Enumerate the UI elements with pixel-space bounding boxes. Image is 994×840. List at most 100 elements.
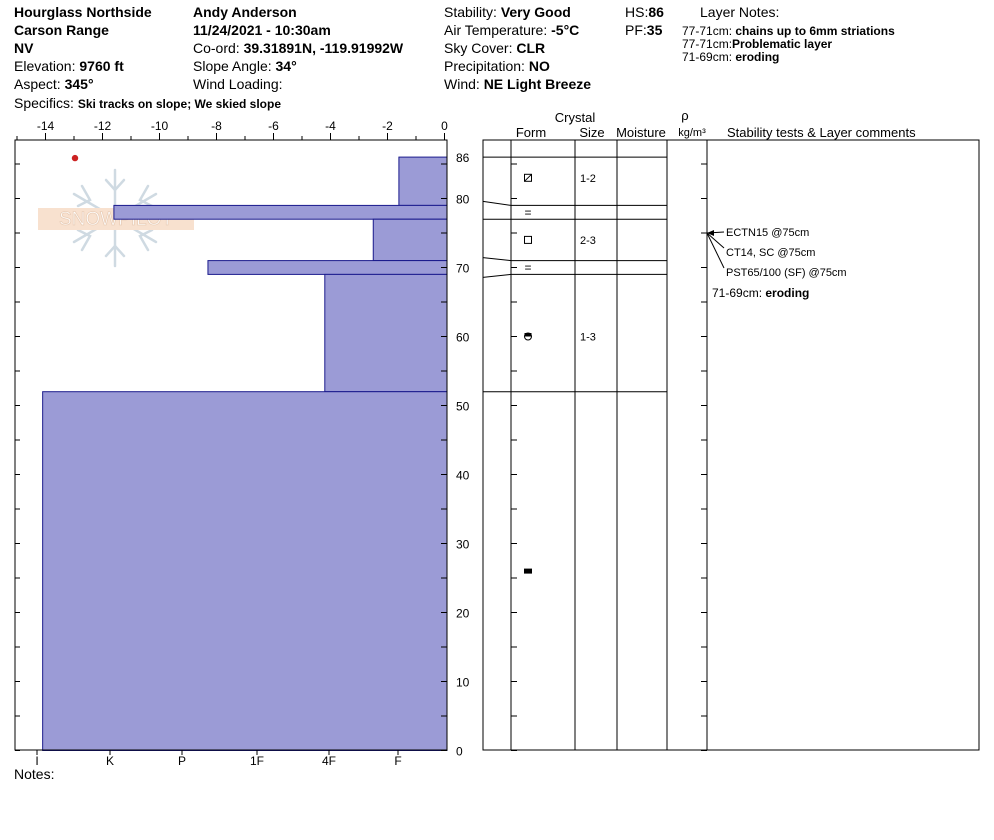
crystal-form-symbol: = [524, 261, 531, 275]
depth-tick-label: 20 [456, 607, 470, 621]
specifics-label: Specifics: [14, 95, 74, 111]
crystal-size-label: 2-3 [580, 235, 596, 247]
elevation-value: 9760 ft [79, 58, 124, 74]
hardness-bar [372, 218, 448, 262]
crystal-form-symbol [524, 568, 532, 574]
observer-name: Andy Anderson [193, 4, 297, 20]
temp-tick-label: -6 [268, 119, 279, 133]
pf-label: PF: [625, 22, 647, 38]
hardness-bar [324, 273, 448, 393]
stability-test-label: PST65/100 (SF) @75cm [726, 267, 847, 279]
wind-value: NE Light Breeze [483, 76, 592, 92]
crystal-form-symbol [524, 235, 532, 244]
coord-label: Co-ord: [193, 40, 240, 56]
hardness-bar [398, 156, 448, 206]
layer-comment-range: 71-69cm: [712, 286, 765, 300]
stability-test-label: ECTN15 @75cm [726, 227, 809, 239]
crystal-form-symbol [524, 173, 532, 182]
precip-label: Precipitation: [444, 58, 525, 74]
hs-row: HS:86 [625, 4, 664, 21]
depth-tick-label: 40 [456, 469, 470, 483]
wind-loading-label: Wind Loading: [193, 76, 283, 92]
specifics-row: Specifics: Ski tracks on slope; We skied… [14, 95, 281, 112]
temp-tick-label: -14 [37, 119, 55, 133]
precip-value: NO [528, 58, 550, 74]
crystal-fill [524, 333, 532, 337]
sky-row: Sky Cover: CLR [444, 40, 545, 57]
form-header: Form [516, 125, 546, 140]
hardness-label: P [178, 754, 186, 768]
pf-row: PF:35 [625, 22, 662, 39]
air-temp-value: -5°C [551, 22, 580, 38]
stability-row: Stability: Very Good [444, 4, 571, 21]
hardness-bar [42, 391, 448, 751]
layer-note-text: chains up to 6mm striations [735, 24, 895, 38]
layer-note-text: Problematic layer [732, 37, 833, 51]
layer-note-range: 71-69cm: [682, 50, 733, 64]
layer-note-range: 77-71cm: [682, 37, 733, 51]
layer-comment: 71-69cm: eroding [712, 286, 809, 300]
hardness-label: 4F [322, 754, 336, 768]
temp-tick-label: -2 [382, 119, 393, 133]
test-pointer [706, 232, 725, 249]
size-header: Size [579, 125, 604, 140]
layer-boundary-connector [482, 273, 512, 278]
coord-value: 39.31891N, -119.91992W [243, 40, 404, 56]
hs-label: HS: [625, 4, 649, 20]
slope-value: 34° [275, 58, 297, 74]
temp-tick-label: -12 [94, 119, 112, 133]
temp-tick-label: -10 [151, 119, 169, 133]
test-pointer [706, 232, 725, 269]
layer-boundary-connector [482, 257, 512, 262]
hardness-label: K [106, 754, 114, 768]
depth-tick-label: 60 [456, 331, 470, 345]
left-plot-frame [14, 139, 448, 751]
depth-tick-label: 30 [456, 538, 470, 552]
test-arrowhead [707, 230, 714, 236]
crystal-size-label: 1-2 [580, 173, 596, 185]
depth-tick-label: 80 [456, 193, 470, 207]
aspect-row: Aspect: 345° [14, 76, 94, 93]
depth-tick-label: 86 [456, 151, 470, 165]
crystal-form-symbol [524, 332, 532, 341]
crystal-form-symbol: = [524, 205, 531, 219]
aspect-value: 345° [64, 76, 94, 92]
layer-note: 71-69cm: eroding [682, 50, 779, 64]
layer-note-range: 77-71cm: [682, 24, 733, 38]
layer-note: 77-71cm:Problematic layer [682, 37, 832, 51]
right-plot-frame [482, 139, 980, 751]
slope-row: Slope Angle: 34° [193, 58, 297, 75]
density-unit: kg/m³ [678, 127, 706, 139]
hardness-bar [113, 204, 448, 220]
aspect-label: Aspect: [14, 76, 61, 92]
layer-boundary-connector [482, 200, 512, 206]
location-name: Hourglass Northside [14, 4, 152, 20]
sky-value: CLR [516, 40, 546, 56]
range-name: Carson Range [14, 22, 109, 38]
depth-tick-label: 10 [456, 676, 470, 690]
layer-note-text: eroding [735, 50, 780, 64]
state-name: NV [14, 40, 34, 56]
stability-value: Very Good [500, 4, 571, 20]
depth-tick-label: 70 [456, 262, 470, 276]
depth-tick-label: 50 [456, 400, 470, 414]
slope-label: Slope Angle: [193, 58, 272, 74]
elevation-row: Elevation: 9760 ft [14, 58, 124, 75]
depth-tick-label: 0 [456, 745, 463, 759]
air-temp-label: Air Temperature: [444, 22, 548, 38]
hardness-label: I [35, 754, 38, 768]
layer-notes-title: Layer Notes: [700, 4, 780, 20]
air-temp-point [71, 154, 79, 162]
wind-loading-row: Wind Loading: [193, 76, 283, 93]
notes-label: Notes: [14, 766, 55, 782]
layer-comment-text: eroding [765, 286, 809, 300]
hs-value: 86 [648, 4, 664, 20]
coord-row: Co-ord: 39.31891N, -119.91992W [193, 40, 403, 57]
observation-datetime: 11/24/2021 - 10:30am [193, 22, 331, 38]
stability-comments-header: Stability tests & Layer comments [727, 125, 916, 140]
crystal-header: Crystal [555, 110, 596, 125]
specifics-value: Ski tracks on slope; We skied slope [77, 97, 281, 111]
moisture-header: Moisture [616, 125, 666, 140]
precip-row: Precipitation: NO [444, 58, 550, 75]
